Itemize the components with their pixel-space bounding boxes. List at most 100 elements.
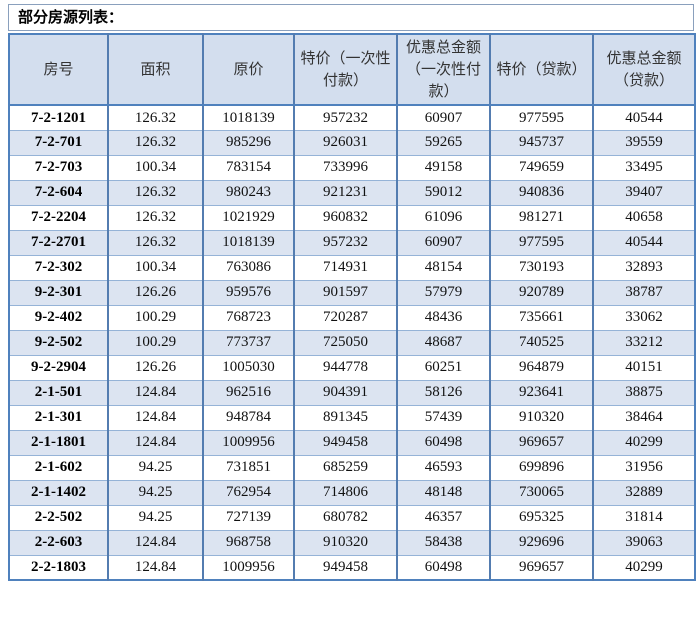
cell-value: 58126 bbox=[396, 379, 490, 406]
cell-value: 126.32 bbox=[107, 129, 203, 156]
cell-room-number: 7-2-604 bbox=[9, 179, 108, 206]
cell-value: 959576 bbox=[202, 279, 294, 306]
cell-room-number: 7-2-1201 bbox=[9, 105, 108, 131]
cell-value: 720287 bbox=[293, 304, 397, 331]
cell-value: 40658 bbox=[592, 204, 695, 231]
cell-value: 904391 bbox=[293, 379, 397, 406]
cell-value: 968758 bbox=[202, 529, 294, 556]
column-header: 特价（一次性付款） bbox=[293, 34, 397, 107]
cell-room-number: 7-2-2701 bbox=[9, 229, 108, 256]
cell-value: 124.84 bbox=[107, 404, 203, 431]
cell-value: 948784 bbox=[202, 404, 294, 431]
cell-value: 929696 bbox=[489, 529, 593, 556]
cell-value: 31956 bbox=[592, 454, 695, 481]
cell-value: 124.84 bbox=[107, 529, 203, 556]
cell-value: 124.84 bbox=[107, 429, 203, 456]
cell-value: 727139 bbox=[202, 504, 294, 531]
cell-room-number: 7-2-2204 bbox=[9, 204, 108, 231]
cell-value: 940836 bbox=[489, 179, 593, 206]
table-row: 7-2-703 100.34 783154 733996 49158 749659 3349… bbox=[9, 154, 695, 181]
cell-room-number: 2-1-301 bbox=[9, 404, 108, 431]
cell-value: 31814 bbox=[592, 504, 695, 531]
cell-value: 891345 bbox=[293, 404, 397, 431]
cell-value: 731851 bbox=[202, 454, 294, 481]
cell-room-number: 9-2-2904 bbox=[9, 354, 108, 381]
cell-value: 981271 bbox=[489, 204, 593, 231]
table-row: 2-1-602 94.25 731851 685259 46593 699896 31956 bbox=[9, 454, 695, 481]
housing-listing-table: 房号 面积 原价 特价（一次性付款） 优惠总金额（一次性付款） 特价（贷款） 优惠总金额（贷… bbox=[8, 33, 696, 582]
cell-value: 749659 bbox=[489, 154, 593, 181]
cell-value: 60498 bbox=[396, 429, 490, 456]
table-row: 2-1-301 124.84 948784 891345 57439 910320 3846… bbox=[9, 404, 695, 431]
cell-value: 1005030 bbox=[202, 354, 294, 381]
cell-value: 58438 bbox=[396, 529, 490, 556]
cell-value: 957232 bbox=[293, 229, 397, 256]
cell-value: 61096 bbox=[396, 204, 490, 231]
table-row: 9-2-502 100.29 773737 725050 48687 740525 3321… bbox=[9, 329, 695, 356]
cell-value: 38875 bbox=[592, 379, 695, 406]
table-row: 9-2-301 126.26 959576 901597 57979 920789 3878… bbox=[9, 279, 695, 306]
cell-value: 926031 bbox=[293, 129, 397, 156]
cell-value: 48154 bbox=[396, 254, 490, 281]
column-header: 优惠总金额（一次性付款） bbox=[396, 34, 490, 107]
cell-room-number: 2-1-602 bbox=[9, 454, 108, 481]
cell-room-number: 9-2-502 bbox=[9, 329, 108, 356]
table-row: 2-2-603 124.84 968758 910320 58438 929696 3906… bbox=[9, 529, 695, 556]
cell-value: 1009956 bbox=[202, 554, 294, 581]
cell-room-number: 2-1-1801 bbox=[9, 429, 108, 456]
cell-value: 126.26 bbox=[107, 279, 203, 306]
cell-room-number: 7-2-302 bbox=[9, 254, 108, 281]
cell-value: 46357 bbox=[396, 504, 490, 531]
cell-value: 126.32 bbox=[107, 204, 203, 231]
cell-room-number: 2-2-603 bbox=[9, 529, 108, 556]
column-header: 特价（贷款） bbox=[489, 34, 593, 107]
cell-value: 735661 bbox=[489, 304, 593, 331]
cell-value: 977595 bbox=[489, 105, 593, 131]
table-body: 7-2-1201 126.32 1018139 957232 60907 977595 40… bbox=[9, 105, 695, 581]
cell-value: 38787 bbox=[592, 279, 695, 306]
cell-value: 33212 bbox=[592, 329, 695, 356]
cell-room-number: 2-2-502 bbox=[9, 504, 108, 531]
cell-value: 1018139 bbox=[202, 105, 294, 131]
cell-value: 730193 bbox=[489, 254, 593, 281]
header-row: 房号 面积 原价 特价（一次性付款） 优惠总金额（一次性付款） 特价（贷款） 优惠总金额（贷… bbox=[9, 34, 695, 107]
cell-value: 910320 bbox=[293, 529, 397, 556]
cell-value: 949458 bbox=[293, 429, 397, 456]
table-row: 2-1-1402 94.25 762954 714806 48148 730065 3288… bbox=[9, 479, 695, 506]
table-row: 2-1-501 124.84 962516 904391 58126 923641 3887… bbox=[9, 379, 695, 406]
cell-value: 100.34 bbox=[107, 254, 203, 281]
column-header: 房号 bbox=[9, 34, 108, 107]
cell-value: 945737 bbox=[489, 129, 593, 156]
column-header: 优惠总金额（贷款） bbox=[592, 34, 695, 107]
cell-value: 60498 bbox=[396, 554, 490, 581]
cell-value: 46593 bbox=[396, 454, 490, 481]
cell-value: 33062 bbox=[592, 304, 695, 331]
cell-value: 48436 bbox=[396, 304, 490, 331]
cell-room-number: 2-2-1803 bbox=[9, 554, 108, 581]
cell-value: 48687 bbox=[396, 329, 490, 356]
table-row: 7-2-701 126.32 985296 926031 59265 945737 3955… bbox=[9, 129, 695, 156]
cell-value: 960832 bbox=[293, 204, 397, 231]
cell-value: 730065 bbox=[489, 479, 593, 506]
cell-value: 60907 bbox=[396, 105, 490, 131]
cell-value: 949458 bbox=[293, 554, 397, 581]
cell-value: 977595 bbox=[489, 229, 593, 256]
cell-value: 40544 bbox=[592, 229, 695, 256]
cell-value: 762954 bbox=[202, 479, 294, 506]
table-row: 7-2-2701 126.32 1018139 957232 60907 977595 40… bbox=[9, 229, 695, 256]
cell-value: 740525 bbox=[489, 329, 593, 356]
table-row: 9-2-2904 126.26 1005030 944778 60251 964879 40… bbox=[9, 354, 695, 381]
cell-value: 32893 bbox=[592, 254, 695, 281]
cell-value: 60907 bbox=[396, 229, 490, 256]
cell-value: 94.25 bbox=[107, 454, 203, 481]
cell-value: 39063 bbox=[592, 529, 695, 556]
cell-value: 1009956 bbox=[202, 429, 294, 456]
cell-value: 714806 bbox=[293, 479, 397, 506]
cell-value: 1021929 bbox=[202, 204, 294, 231]
cell-value: 57439 bbox=[396, 404, 490, 431]
cell-value: 763086 bbox=[202, 254, 294, 281]
cell-value: 39559 bbox=[592, 129, 695, 156]
cell-value: 40151 bbox=[592, 354, 695, 381]
table-row: 2-2-1803 124.84 1009956 949458 60498 969657 40… bbox=[9, 554, 695, 581]
cell-value: 39407 bbox=[592, 179, 695, 206]
